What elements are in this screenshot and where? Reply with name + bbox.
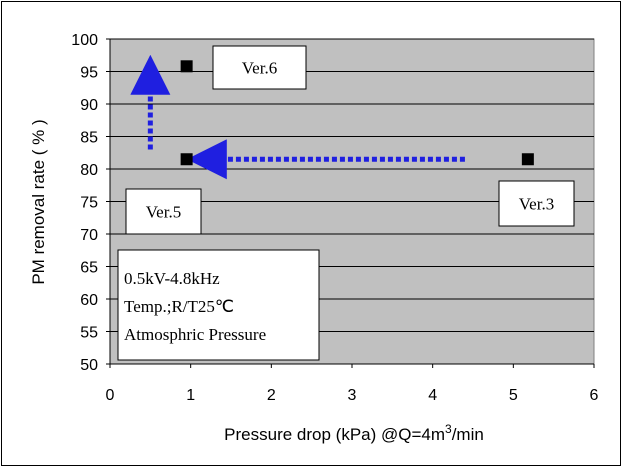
x-tick-label: 2 bbox=[267, 387, 276, 404]
arrows bbox=[130, 54, 465, 180]
y-axis-title: PM removal rate ( % ) bbox=[29, 119, 48, 284]
annotation-box bbox=[212, 45, 307, 90]
y-tick-label: 65 bbox=[80, 260, 98, 277]
x-axis-title-suffix: /min bbox=[452, 425, 484, 444]
data-point bbox=[180, 153, 193, 166]
info-box: 0.5kV-4.8kHz Temp.;R/T25℃ Atmosphric Press… bbox=[117, 249, 320, 361]
y-tick-label: 60 bbox=[80, 292, 98, 309]
info-line: Atmosphric Pressure bbox=[124, 325, 266, 344]
info-box-frame bbox=[117, 249, 320, 361]
annotation-label: Ver.6 bbox=[242, 59, 277, 78]
x-tick-label: 4 bbox=[428, 387, 437, 404]
data-points bbox=[180, 60, 534, 166]
info-line: Temp.;R/T25℃ bbox=[124, 297, 234, 316]
y-tick-label: 75 bbox=[80, 195, 98, 212]
y-tick-label: 80 bbox=[80, 162, 98, 179]
y-tick-label: 95 bbox=[80, 65, 98, 82]
y-tick-label: 70 bbox=[80, 227, 98, 244]
data-point bbox=[180, 60, 193, 73]
x-axis-title-superscript: 3 bbox=[445, 422, 452, 436]
y-tick-label: 55 bbox=[80, 325, 98, 342]
data-point bbox=[521, 153, 534, 166]
x-tick-label: 6 bbox=[590, 387, 599, 404]
y-tick-label: 90 bbox=[80, 97, 98, 114]
x-axis-ticks: 0 1 2 3 4 5 6 bbox=[106, 364, 599, 404]
y-tick-label: 100 bbox=[71, 32, 98, 49]
y-axis-ticks: 50 55 60 65 70 75 80 85 90 95 100 bbox=[71, 32, 110, 374]
x-axis-title: Pressure drop (kPa) @Q=4m3/min bbox=[224, 422, 484, 444]
annotation-box bbox=[498, 180, 575, 227]
annotation-box bbox=[125, 188, 202, 235]
x-tick-label: 3 bbox=[348, 387, 357, 404]
annotation-label: Ver.5 bbox=[146, 203, 181, 222]
annotations: Ver.6 Ver.5 Ver.3 bbox=[125, 45, 575, 235]
y-tick-label: 50 bbox=[80, 357, 98, 374]
annotation-label: Ver.3 bbox=[519, 195, 554, 214]
x-axis-title-main: Pressure drop (kPa) @Q=4m bbox=[224, 425, 445, 444]
info-line: 0.5kV-4.8kHz bbox=[124, 269, 220, 288]
x-tick-label: 5 bbox=[509, 387, 518, 404]
x-tick-label: 0 bbox=[106, 387, 115, 404]
x-tick-label: 1 bbox=[186, 387, 195, 404]
y-tick-label: 85 bbox=[80, 130, 98, 147]
